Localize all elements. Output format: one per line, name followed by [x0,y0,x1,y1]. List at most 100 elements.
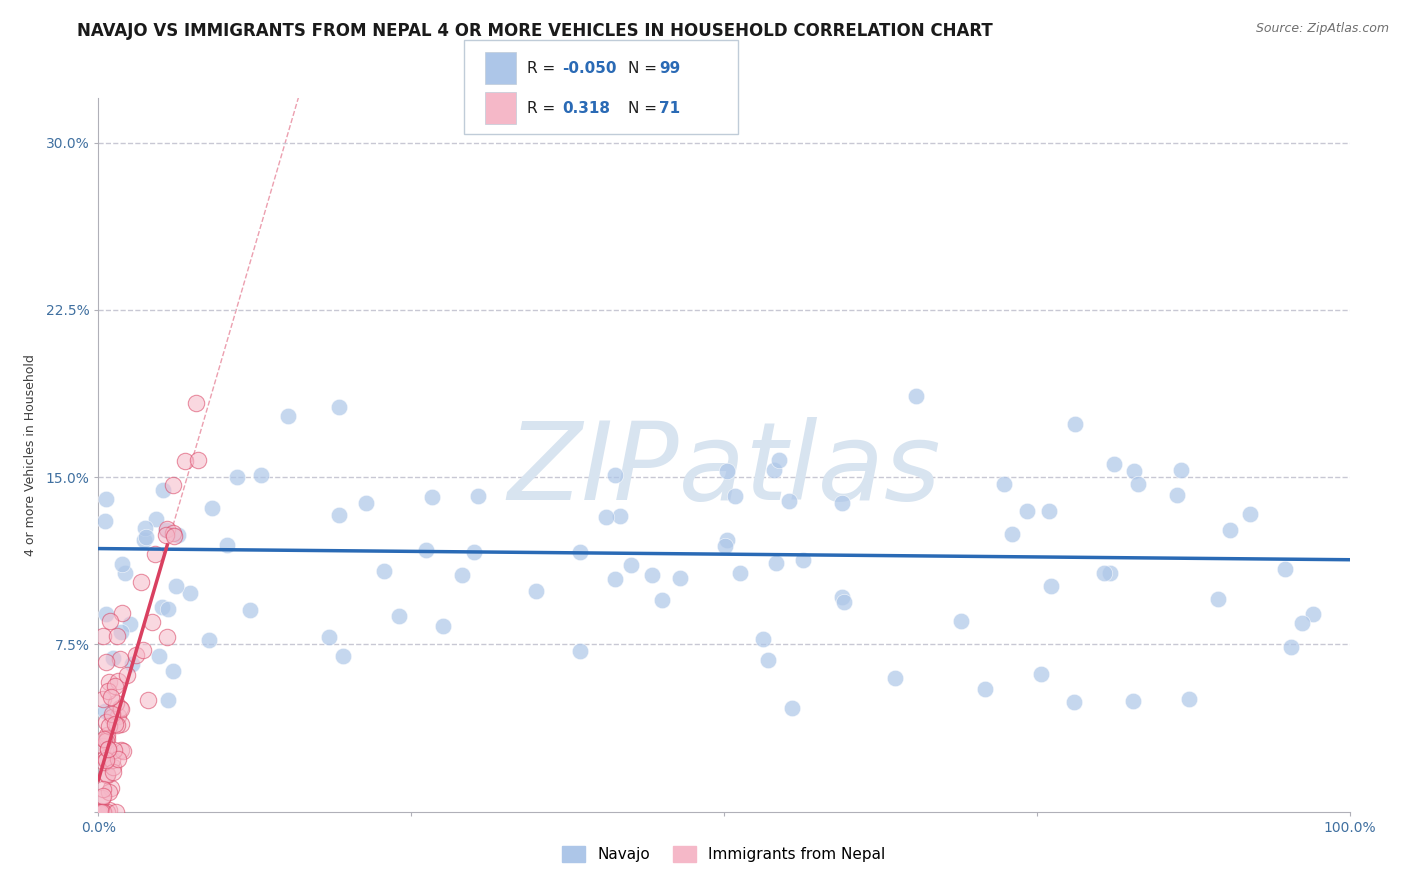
Immigrants from Nepal [141,615,163,629]
Navajo [111,558,134,572]
Navajo [716,464,738,478]
Navajo [1302,607,1324,621]
Immigrants from Nepal [110,717,132,731]
Navajo [179,586,201,600]
Immigrants from Nepal [107,752,129,766]
Immigrants from Nepal [101,710,124,724]
Immigrants from Nepal [96,766,118,780]
Navajo [167,528,190,542]
Navajo [156,693,179,707]
Navajo [1274,562,1296,576]
Navajo [201,500,224,515]
Immigrants from Nepal [97,742,120,756]
Navajo [217,538,239,552]
Navajo [277,409,299,424]
Immigrants from Nepal [91,739,114,754]
Navajo [162,665,184,679]
Text: 71: 71 [659,101,681,116]
Navajo [714,539,737,553]
Navajo [993,477,1015,491]
Immigrants from Nepal [101,760,124,774]
Navajo [752,632,775,647]
Text: R =: R = [527,61,561,76]
Immigrants from Nepal [91,782,114,797]
Navajo [778,494,800,508]
Immigrants from Nepal [162,525,184,540]
Navajo [165,579,187,593]
Navajo [1001,526,1024,541]
Navajo [620,558,643,572]
Immigrants from Nepal [105,718,128,732]
Immigrants from Nepal [115,667,138,681]
Immigrants from Nepal [98,719,121,733]
Navajo [716,533,738,548]
Navajo [640,568,662,582]
Immigrants from Nepal [162,478,184,492]
Navajo [1279,640,1302,654]
Navajo [101,650,124,665]
Immigrants from Nepal [87,805,110,819]
Navajo [152,483,174,497]
Navajo [1219,523,1241,537]
Text: -0.050: -0.050 [562,61,617,76]
Immigrants from Nepal [111,607,134,621]
Navajo [94,704,117,718]
Immigrants from Nepal [108,652,131,666]
Legend: Navajo, Immigrants from Nepal: Navajo, Immigrants from Nepal [557,840,891,868]
Immigrants from Nepal [97,674,120,689]
Navajo [451,567,474,582]
Navajo [1092,566,1115,581]
Immigrants from Nepal [91,692,114,706]
Navajo [94,607,117,622]
Navajo [765,556,787,570]
Navajo [226,470,249,484]
Immigrants from Nepal [96,732,118,747]
Navajo [669,571,692,585]
Navajo [949,614,972,628]
Immigrants from Nepal [173,454,195,468]
Immigrants from Nepal [89,804,111,818]
Immigrants from Nepal [131,643,153,657]
Navajo [148,648,170,663]
Immigrants from Nepal [107,629,129,643]
Navajo [724,489,747,503]
Immigrants from Nepal [94,733,117,747]
Navajo [114,566,136,580]
Immigrants from Nepal [94,656,117,670]
Immigrants from Nepal [108,701,131,715]
Navajo [1291,616,1313,631]
Immigrants from Nepal [97,684,120,698]
Immigrants from Nepal [124,648,146,662]
Text: 0.318: 0.318 [562,101,610,116]
Immigrants from Nepal [103,743,125,757]
Navajo [792,552,814,566]
Navajo [1122,464,1144,478]
Immigrants from Nepal [91,805,114,819]
Immigrants from Nepal [94,715,117,730]
Immigrants from Nepal [110,743,132,757]
Navajo [1029,667,1052,681]
Navajo [121,657,143,671]
Navajo [1239,507,1261,521]
Immigrants from Nepal [94,751,117,765]
Navajo [157,602,180,616]
Navajo [1063,696,1085,710]
Navajo [763,463,786,477]
Navajo [328,401,350,415]
Navajo [780,701,803,715]
Immigrants from Nepal [96,805,118,819]
Navajo [651,592,673,607]
Text: ZIPatlas: ZIPatlas [508,417,941,522]
Navajo [96,491,118,506]
Immigrants from Nepal [104,696,127,710]
Navajo [609,508,631,523]
Navajo [756,653,779,667]
Navajo [1122,694,1144,708]
Immigrants from Nepal [91,629,114,643]
Y-axis label: 4 or more Vehicles in Household: 4 or more Vehicles in Household [24,354,37,556]
Text: NAVAJO VS IMMIGRANTS FROM NEPAL 4 OR MORE VEHICLES IN HOUSEHOLD CORRELATION CHAR: NAVAJO VS IMMIGRANTS FROM NEPAL 4 OR MOR… [77,22,993,40]
Navajo [467,490,489,504]
Navajo [728,566,751,580]
Navajo [239,603,262,617]
Navajo [1126,476,1149,491]
